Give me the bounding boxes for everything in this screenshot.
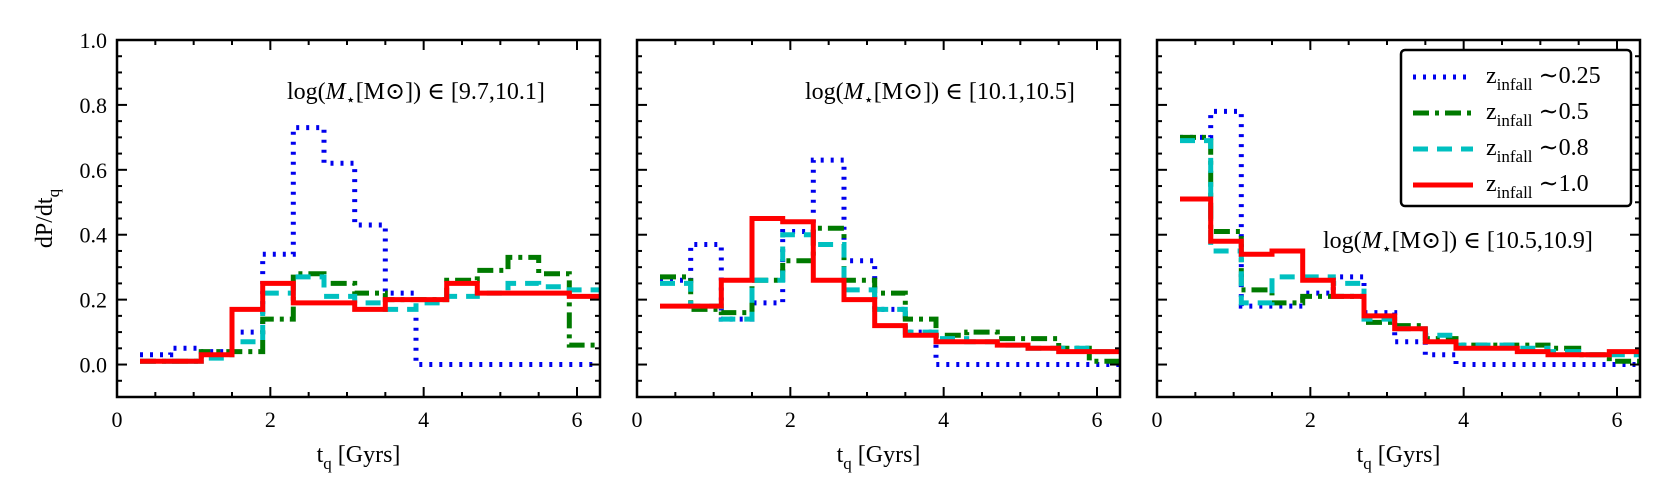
- mass-bin-annotation: log(M⋆[M⊙]) ∈ [10.1,10.5]: [805, 79, 1075, 109]
- legend-label-1: zinfall ∼0.25: [1486, 63, 1601, 94]
- y-tick-label: 1.0: [80, 28, 108, 53]
- legend: zinfall ∼0.25 zinfall ∼0.5 zinfall ∼0.8 zin…: [1399, 48, 1633, 208]
- y-tick-label: 0.2: [80, 288, 108, 313]
- x-axis-label: tq [Gyrs]: [837, 442, 921, 473]
- x-tick-label: 0: [112, 407, 123, 432]
- mass-bin-annotation: log(M⋆[M⊙]) ∈ [10.5,10.9]: [1323, 228, 1593, 258]
- legend-label-2: zinfall ∼0.5: [1486, 99, 1589, 130]
- y-tick-label: 0.8: [80, 93, 108, 118]
- x-tick-label: 2: [265, 407, 276, 432]
- y-tick-label: 0.0: [80, 353, 108, 378]
- panel-3: 0 2 4 6 tq [Gyrs] log(M⋆[M⊙]) ∈ [10.5,10.9]: [1152, 38, 1642, 473]
- series-line-2: [1180, 134, 1640, 364]
- legend-box: [1399, 48, 1633, 208]
- x-axis-label: tq [Gyrs]: [1357, 442, 1441, 473]
- series-line-2: [660, 225, 1120, 364]
- y-tick-label: 0.6: [80, 158, 108, 183]
- y-tick-label: 0.4: [80, 223, 108, 248]
- legend-label-3: zinfall ∼0.8: [1486, 135, 1589, 166]
- legend-label-4: zinfall ∼1.0: [1486, 171, 1589, 202]
- series-line-4: [660, 216, 1120, 355]
- y-axis-label: dP/dtq: [32, 188, 63, 248]
- series-line-1: [140, 125, 600, 367]
- x-tick-label: 4: [1458, 407, 1469, 432]
- series-line-4: [1180, 196, 1640, 358]
- x-tick-label: 2: [785, 407, 796, 432]
- x-tick-label: 2: [1305, 407, 1316, 432]
- x-tick-label: 6: [1092, 407, 1103, 432]
- x-tick-label: 4: [418, 407, 429, 432]
- series-line-3: [660, 232, 1120, 355]
- panel-2: 0 2 4 6 tq [Gyrs] log(M⋆[M⊙]) ∈ [10.1,10.5]: [632, 38, 1122, 473]
- x-tick-label: 0: [1152, 407, 1163, 432]
- x-tick-label: 4: [938, 407, 949, 432]
- panel-1: 0 2 4 6 0.0 0.2 0.4 0.6 0.8 1.0 dP/dtq tq [Gyrs] log…: [32, 28, 602, 473]
- x-tick-label: 0: [632, 407, 643, 432]
- series-line-4: [140, 280, 600, 364]
- series-line-2: [140, 254, 600, 364]
- x-axis-label: tq [Gyrs]: [317, 442, 401, 473]
- x-tick-label: 6: [1612, 407, 1623, 432]
- series-line-3: [140, 274, 600, 364]
- series-line-1: [660, 157, 1120, 367]
- mass-bin-annotation: log(M⋆[M⊙]) ∈ [9.7,10.1]: [287, 79, 545, 109]
- x-tick-label: 6: [572, 407, 583, 432]
